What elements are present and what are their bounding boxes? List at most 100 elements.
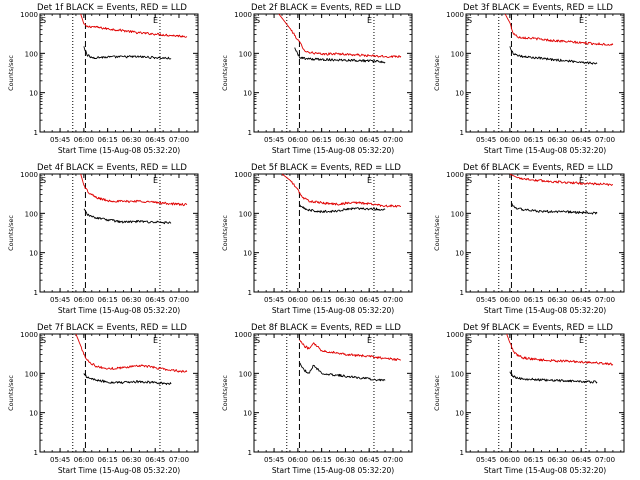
corner-label-start: S [255, 336, 260, 345]
panel-title: Det 3f BLACK = Events, RED = LLD [463, 3, 613, 13]
x-tick-label: 06:00 [500, 136, 520, 144]
x-tick-label: 06:45 [571, 136, 591, 144]
y-tick-label: 1000 [446, 11, 464, 19]
corner-label-end: E [579, 176, 584, 185]
y-tick-label: 10 [243, 90, 252, 98]
events-series-line [509, 371, 598, 384]
plot-frame [465, 13, 625, 133]
y-axis-label: Counts/sec [433, 215, 441, 251]
x-tick-label: 06:45 [359, 456, 379, 464]
x-tick-label: 06:00 [500, 296, 520, 304]
panel-title: Det 7f BLACK = Events, RED = LLD [37, 323, 187, 333]
x-tick-label: 07:00 [169, 296, 189, 304]
y-tick-label: 10 [455, 250, 464, 258]
y-axis-label: Counts/sec [433, 55, 441, 91]
y-tick-label: 100 [25, 370, 38, 378]
lld-series-line [75, 333, 188, 373]
x-tick-label: 06:30 [121, 456, 141, 464]
y-tick-label: 1 [34, 129, 38, 137]
events-series-line [83, 46, 172, 60]
y-tick-label: 10 [29, 410, 38, 418]
detector-panel: Det 2f BLACK = Events, RED = LLD Counts/s… [221, 3, 413, 155]
x-axis-label: Start Time (15-Aug-08 05:32:20) [484, 306, 606, 315]
x-axis-label: Start Time (15-Aug-08 05:32:20) [272, 146, 394, 155]
panel-title: Det 4f BLACK = Events, RED = LLD [37, 163, 187, 173]
x-tick-label: 07:00 [383, 136, 403, 144]
plot-frame [39, 173, 199, 293]
x-tick-label: 06:30 [121, 296, 141, 304]
corner-label-end: E [367, 16, 372, 25]
corner-label-start: S [467, 176, 472, 185]
plot-frame [253, 173, 413, 293]
y-tick-label: 1 [460, 449, 464, 457]
y-tick-label: 100 [451, 50, 464, 58]
x-tick-label: 06:30 [547, 456, 567, 464]
x-tick-label: 06:45 [145, 296, 165, 304]
x-tick-label: 05:45 [476, 456, 496, 464]
lld-series-line [509, 173, 614, 187]
x-tick-label: 07:00 [595, 456, 615, 464]
y-tick-label: 100 [239, 370, 252, 378]
x-tick-label: 06:00 [288, 296, 308, 304]
x-tick-label: 05:45 [476, 296, 496, 304]
y-tick-label: 100 [239, 50, 252, 58]
plot-frame [39, 333, 199, 453]
corner-label-start: S [41, 336, 46, 345]
y-tick-label: 10 [455, 90, 464, 98]
y-axis-label: Counts/sec [7, 215, 15, 251]
corner-label-start: S [41, 16, 46, 25]
y-tick-label: 100 [239, 210, 252, 218]
x-tick-label: 06:15 [312, 136, 332, 144]
corner-label-end: E [153, 176, 158, 185]
x-tick-label: 05:45 [50, 456, 70, 464]
y-axis-label: Counts/sec [7, 375, 15, 411]
lld-series-line [281, 173, 401, 208]
detector-panel: Det 6f BLACK = Events, RED = LLD Counts/s… [433, 163, 625, 315]
y-tick-label: 1 [34, 449, 38, 457]
y-tick-label: 1000 [446, 171, 464, 179]
y-tick-label: 1 [34, 289, 38, 297]
y-axis-label: Counts/sec [221, 215, 229, 251]
panel-title: Det 6f BLACK = Events, RED = LLD [463, 163, 613, 173]
plot-frame [465, 333, 625, 453]
y-tick-label: 100 [25, 210, 38, 218]
y-tick-label: 1000 [234, 11, 252, 19]
x-tick-label: 06:15 [524, 456, 544, 464]
x-tick-label: 06:45 [571, 456, 591, 464]
x-tick-label: 07:00 [595, 136, 615, 144]
plot-frame [465, 173, 625, 293]
events-series-line [83, 208, 172, 225]
x-axis-label: Start Time (15-Aug-08 05:32:20) [58, 466, 180, 475]
y-tick-label: 1000 [20, 171, 38, 179]
x-tick-label: 06:15 [524, 296, 544, 304]
y-tick-label: 10 [455, 410, 464, 418]
corner-label-end: E [153, 16, 158, 25]
y-tick-label: 1 [460, 129, 464, 137]
x-tick-label: 06:30 [335, 456, 355, 464]
events-series-line [299, 362, 386, 382]
x-tick-label: 06:30 [547, 136, 567, 144]
corner-label-start: S [41, 176, 46, 185]
events-series-line [83, 373, 172, 386]
x-tick-label: 06:00 [74, 456, 94, 464]
y-tick-label: 10 [29, 250, 38, 258]
corner-label-end: E [153, 336, 158, 345]
x-tick-label: 06:00 [288, 456, 308, 464]
y-axis-label: Counts/sec [221, 375, 229, 411]
corner-label-end: E [579, 336, 584, 345]
detector-panel: Det 8f BLACK = Events, RED = LLD Counts/s… [221, 323, 413, 475]
x-tick-label: 06:00 [74, 296, 94, 304]
lld-series-line [80, 13, 188, 38]
y-tick-label: 10 [243, 410, 252, 418]
events-series-line [299, 204, 386, 214]
y-tick-label: 100 [25, 50, 38, 58]
corner-label-end: E [367, 336, 372, 345]
x-tick-label: 06:30 [121, 136, 141, 144]
x-tick-label: 05:45 [476, 136, 496, 144]
x-tick-label: 06:45 [145, 136, 165, 144]
y-tick-label: 10 [243, 250, 252, 258]
x-tick-label: 06:30 [335, 136, 355, 144]
x-tick-label: 06:45 [359, 136, 379, 144]
x-tick-label: 07:00 [169, 136, 189, 144]
plot-frame [39, 13, 199, 133]
